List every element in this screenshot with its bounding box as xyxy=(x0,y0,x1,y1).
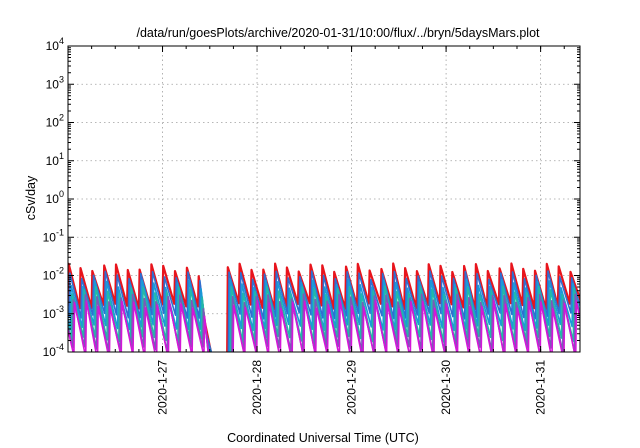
x-tick-label: 2020-1-27 xyxy=(156,360,170,415)
chart-title: /data/run/goesPlots/archive/2020-01-31/1… xyxy=(136,26,540,40)
series-line-6-segment-2 xyxy=(232,299,580,352)
grid-layer xyxy=(68,46,580,352)
x-tick-label: 2020-1-31 xyxy=(534,360,548,415)
y-axis-label: cSv/day xyxy=(24,175,38,220)
x-tick-labels: 2020-1-27 2020-1-28 2020-1-29 2020-1-30 2020… xyxy=(156,360,548,415)
series-layer xyxy=(68,262,580,352)
y-tick-label: 10-1 xyxy=(43,227,64,244)
series-line-2-segment-2 xyxy=(227,270,580,352)
x-tick-label: 2020-1-28 xyxy=(250,360,264,415)
series-line-2-segment-1 xyxy=(68,270,213,352)
y-tick-label: 100 xyxy=(46,189,64,206)
y-tick-label: 104 xyxy=(46,36,64,53)
y-tick-labels: 10-4 10-3 10-2 10-1 100 101 102 103 104 xyxy=(43,36,64,359)
x-tick-label: 2020-1-30 xyxy=(439,360,453,415)
y-tick-label: 103 xyxy=(46,74,64,91)
y-tick-label: 10-3 xyxy=(43,304,64,321)
x-axis-label: Coordinated Universal Time (UTC) xyxy=(227,431,419,445)
x-tick-label: 2020-1-29 xyxy=(345,360,359,415)
series-line-6-segment-1 xyxy=(68,299,210,352)
y-tick-label: 10-4 xyxy=(43,342,64,359)
series-line-1-segment-2 xyxy=(226,262,580,352)
y-tick-label: 102 xyxy=(46,113,64,130)
series-line-1-segment-1 xyxy=(68,262,213,352)
tick-layer xyxy=(67,45,580,353)
y-tick-label: 101 xyxy=(46,151,64,168)
y-tick-label: 10-2 xyxy=(43,266,64,283)
